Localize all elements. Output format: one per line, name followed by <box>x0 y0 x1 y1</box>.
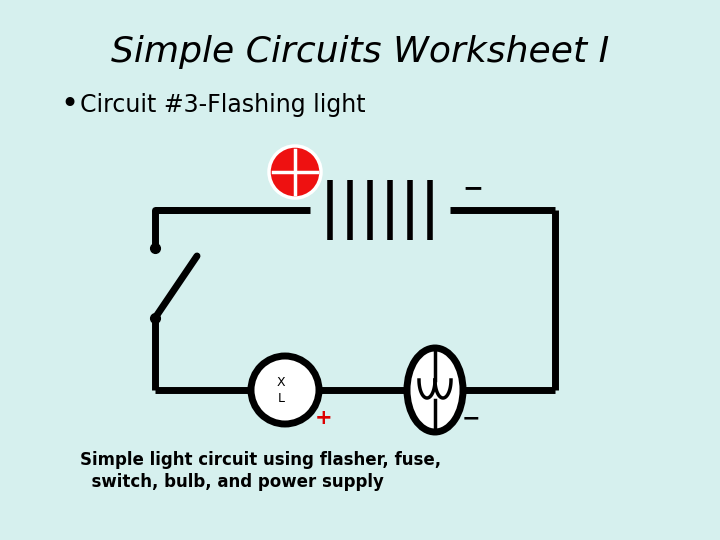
Text: Simple Circuits Worksheet I: Simple Circuits Worksheet I <box>111 35 609 69</box>
Text: +: + <box>315 408 333 428</box>
Text: switch, bulb, and power supply: switch, bulb, and power supply <box>80 473 384 491</box>
Text: Circuit #3-Flashing light: Circuit #3-Flashing light <box>80 93 366 117</box>
Ellipse shape <box>407 348 463 432</box>
Text: −: − <box>462 408 480 428</box>
Circle shape <box>269 146 321 198</box>
Text: −: − <box>462 176 483 200</box>
Text: Simple light circuit using flasher, fuse,: Simple light circuit using flasher, fuse… <box>80 451 441 469</box>
Text: •: • <box>60 91 78 119</box>
Circle shape <box>251 356 319 424</box>
Text: X: X <box>276 376 285 389</box>
Text: L: L <box>277 392 284 404</box>
